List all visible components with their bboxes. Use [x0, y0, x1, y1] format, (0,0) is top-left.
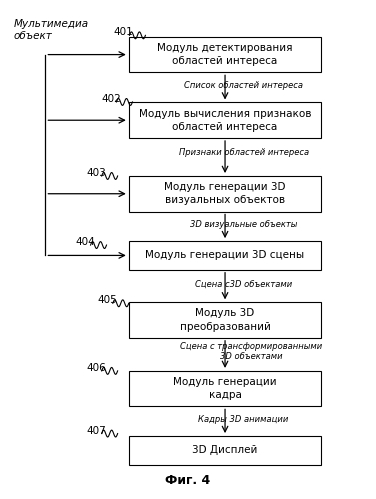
- Text: Признаки областей интереса: Признаки областей интереса: [179, 148, 309, 157]
- Text: Модуль генерации
кадра: Модуль генерации кадра: [173, 377, 277, 400]
- Text: 406: 406: [86, 363, 106, 373]
- Text: Модуль 3D
преобразований: Модуль 3D преобразований: [180, 308, 270, 332]
- Text: 407: 407: [86, 426, 106, 436]
- Text: 3D визуальные объекты: 3D визуальные объекты: [190, 221, 297, 230]
- Text: 404: 404: [75, 237, 95, 247]
- FancyBboxPatch shape: [129, 176, 321, 212]
- Text: Список областей интереса: Список областей интереса: [184, 81, 303, 90]
- FancyBboxPatch shape: [129, 102, 321, 138]
- FancyBboxPatch shape: [129, 241, 321, 270]
- Text: Кадры 3D анимации: Кадры 3D анимации: [199, 415, 289, 424]
- Text: Модуль вычисления признаков
областей интереса: Модуль вычисления признаков областей инт…: [139, 109, 311, 132]
- Text: 405: 405: [97, 295, 117, 305]
- Text: Фиг. 4: Фиг. 4: [165, 475, 211, 488]
- Text: 3D Дисплей: 3D Дисплей: [193, 445, 258, 456]
- Text: Модуль детектирования
областей интереса: Модуль детектирования областей интереса: [157, 43, 293, 66]
- Text: 403: 403: [86, 168, 106, 178]
- Text: Модуль генерации 3D
визуальных объектов: Модуль генерации 3D визуальных объектов: [164, 182, 286, 206]
- Text: Модуль генерации 3D сцены: Модуль генерации 3D сцены: [146, 250, 305, 260]
- Text: Мультимедиа
объект: Мультимедиа объект: [14, 19, 89, 41]
- Text: 401: 401: [114, 27, 133, 37]
- Text: 402: 402: [101, 94, 121, 104]
- FancyBboxPatch shape: [129, 302, 321, 338]
- Text: Сцена с3D объектами: Сцена с3D объектами: [195, 279, 292, 288]
- FancyBboxPatch shape: [129, 436, 321, 465]
- Text: Сцена с трансформированными
3D объектами: Сцена с трансформированными 3D объектами: [180, 342, 322, 361]
- FancyBboxPatch shape: [129, 37, 321, 72]
- FancyBboxPatch shape: [129, 371, 321, 406]
